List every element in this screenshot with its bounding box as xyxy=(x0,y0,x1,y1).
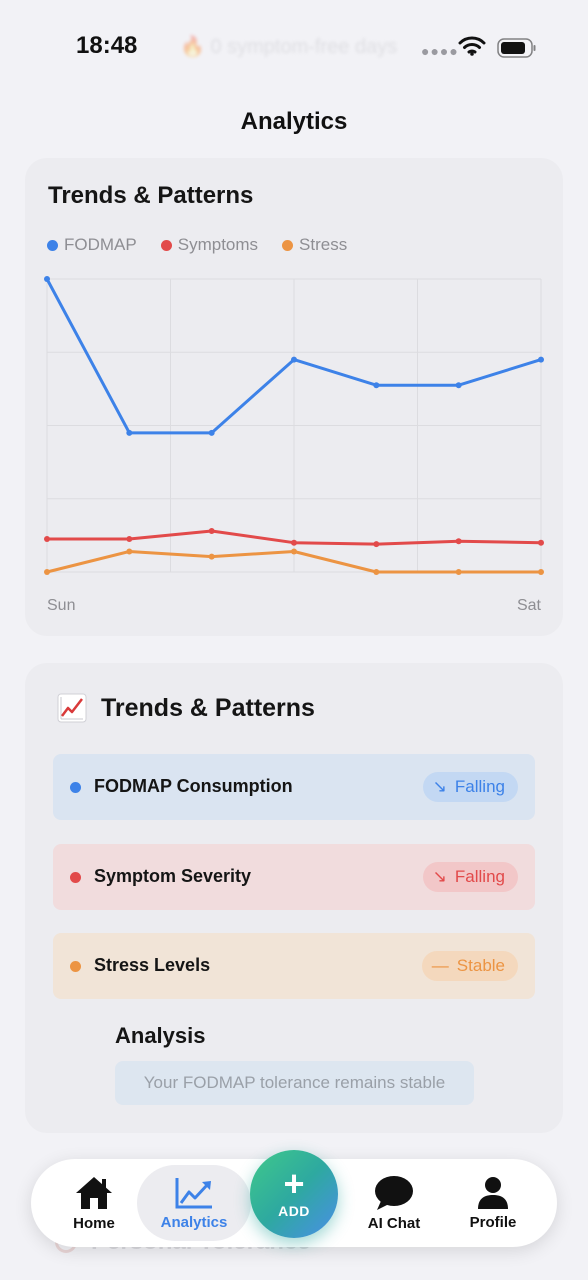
legend-dot-symptoms xyxy=(160,239,172,251)
tab-active-highlight xyxy=(137,1165,251,1241)
trend-dot-symptoms xyxy=(70,872,81,883)
data-point-symptoms xyxy=(538,539,544,546)
data-point-stress xyxy=(373,569,380,575)
trend-badge-fodmap: ↘ Falling xyxy=(422,772,518,802)
data-point-symptoms xyxy=(208,527,215,534)
data-point-fodmap xyxy=(538,356,544,363)
trend-status-fodmap: Falling xyxy=(454,777,505,796)
trend-label-symptoms: Symptom Severity xyxy=(94,866,252,886)
trends-header: Trends & Patterns xyxy=(57,693,315,723)
status-bar: 18:48 🔥 0 symptom-free days ●●●● xyxy=(0,0,588,90)
data-point-symptoms xyxy=(291,539,297,546)
trend-row-stress: Stress Levels — Stable xyxy=(53,933,535,999)
status-ghost-text: 🔥 0 symptom-free days xyxy=(180,36,398,58)
person-icon xyxy=(478,1176,508,1209)
trend-label-fodmap: FODMAP Consumption xyxy=(94,776,293,796)
chart-legend: FODMAP Symptoms Stress xyxy=(47,235,347,255)
wifi-icon xyxy=(458,36,486,56)
data-point-stress xyxy=(126,548,133,555)
legend-label-stress: Stress xyxy=(299,235,348,254)
trend-badge-stress: — Stable xyxy=(421,951,518,981)
legend-label-symptoms: Symptoms xyxy=(177,235,259,254)
data-point-fodmap xyxy=(126,429,133,436)
analysis-text: Your FODMAP tolerance remains stable xyxy=(115,1061,474,1105)
add-button[interactable]: + ADD xyxy=(250,1150,338,1238)
x-tick-label-start: Sun xyxy=(47,597,75,614)
chat-bubble-icon xyxy=(375,1175,413,1210)
tab-ai-chat[interactable]: AI Chat xyxy=(349,1159,439,1247)
arrow-down-right-icon: ↘ xyxy=(432,777,447,796)
data-point-fodmap xyxy=(291,356,297,363)
tab-profile[interactable]: Profile xyxy=(448,1159,538,1247)
legend-item-fodmap: FODMAP xyxy=(47,235,137,255)
status-time: 18:48 xyxy=(76,32,138,59)
data-point-stress xyxy=(208,553,215,560)
legend-label-fodmap: FODMAP xyxy=(64,235,137,254)
trend-dot-stress xyxy=(70,961,81,972)
arrow-down-right-icon: ↘ xyxy=(432,867,447,886)
analysis-heading: Analysis xyxy=(115,1023,206,1048)
tab-home-label: Home xyxy=(73,1214,115,1232)
home-icon xyxy=(76,1176,112,1209)
legend-item-symptoms: Symptoms xyxy=(160,235,259,255)
trend-dot-fodmap xyxy=(70,782,81,793)
trend-label-stress: Stress Levels xyxy=(94,955,211,975)
trend-row-fodmap: FODMAP Consumption ↘ Falling xyxy=(53,754,535,820)
line-chart: Sun Sat xyxy=(44,276,544,614)
trend-badge-symptoms: ↘ Falling xyxy=(422,862,518,892)
x-tick-label-end: Sat xyxy=(517,597,542,614)
tab-analytics-label: Analytics xyxy=(160,1213,228,1231)
data-point-symptoms xyxy=(126,536,133,543)
legend-item-stress: Stress xyxy=(282,235,347,255)
data-point-symptoms xyxy=(373,541,380,548)
chart-card: Trends & Patterns FODMAP Symptoms Stress… xyxy=(25,158,563,636)
data-point-fodmap xyxy=(44,276,50,282)
trend-status-symptoms: Falling xyxy=(454,867,505,886)
plus-icon: + xyxy=(283,1163,305,1204)
data-point-fodmap xyxy=(455,382,462,389)
data-point-stress xyxy=(455,569,462,575)
dots-icon: ●●●● xyxy=(421,43,459,59)
tab-profile-label: Profile xyxy=(469,1213,517,1231)
data-point-stress xyxy=(291,548,297,555)
add-button-label: ADD xyxy=(278,1203,310,1219)
page-title: Analytics xyxy=(240,108,348,135)
trends-card: Trends & Patterns FODMAP Consumption ↘ F… xyxy=(25,663,563,1133)
trend-row-symptoms: Symptom Severity ↘ Falling xyxy=(53,844,535,910)
data-point-stress xyxy=(538,569,544,575)
data-point-symptoms xyxy=(44,536,50,543)
tab-ai-chat-label: AI Chat xyxy=(367,1214,421,1232)
tab-home[interactable]: Home xyxy=(49,1159,139,1247)
data-point-fodmap xyxy=(208,429,215,436)
chart-card-title: Trends & Patterns xyxy=(48,182,254,209)
data-point-fodmap xyxy=(373,382,380,389)
chart-increasing-icon xyxy=(57,693,87,723)
data-point-symptoms xyxy=(455,538,462,545)
legend-dot-fodmap xyxy=(47,239,58,251)
data-point-stress xyxy=(44,569,50,575)
trend-status-stress: Stable xyxy=(456,956,505,975)
dash-icon: — xyxy=(431,956,449,975)
tab-analytics[interactable]: Analytics xyxy=(149,1159,239,1247)
analytics-chart-icon xyxy=(175,1177,212,1208)
trends-title: Trends & Patterns xyxy=(101,693,315,722)
legend-dot-stress xyxy=(282,239,294,251)
battery-icon xyxy=(497,38,536,58)
